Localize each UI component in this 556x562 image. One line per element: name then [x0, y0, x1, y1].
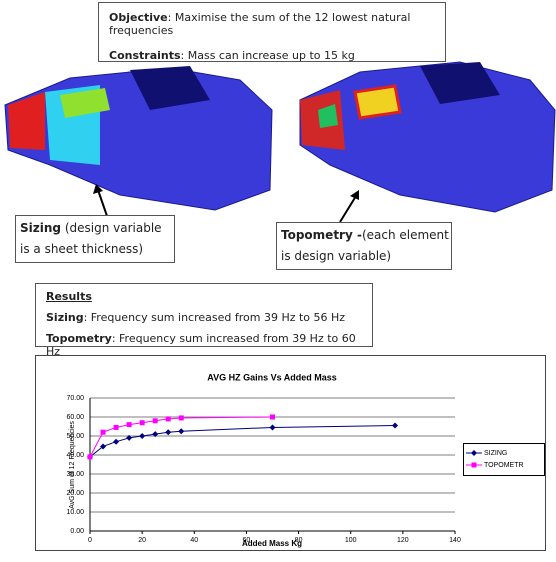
y-tick-label: 60.00 [66, 414, 84, 421]
y-tick-label: 0.00 [70, 528, 84, 535]
y-tick-label: 10.00 [66, 509, 84, 516]
text: : Maximise the sum of the 12 lowest natu… [109, 11, 411, 37]
chart-frame [35, 355, 546, 551]
y-axis-label: AvG Sum of 12 Frequencies [69, 421, 76, 509]
point [165, 429, 172, 436]
x-axis-label: Added Mass Kg [242, 539, 302, 548]
y-tick-label: 50.00 [66, 433, 84, 440]
point [139, 433, 146, 439]
caption-box: Topometry -(each element is design varia… [276, 222, 452, 270]
x-tick-label: 80 [295, 537, 303, 544]
legend-box [463, 443, 545, 476]
point [165, 416, 171, 422]
objective-box: Objective: Maximise the sum of the 12 lo… [98, 2, 446, 62]
point [87, 454, 93, 460]
results-line: Sizing: Frequency sum increased from 39 … [46, 311, 372, 324]
point [270, 414, 275, 420]
x-tick-label: 0 [88, 537, 92, 544]
sizing-car-model [4, 66, 273, 211]
x-tick-label: 40 [190, 537, 198, 544]
constraints-line: Constraints: Mass can increase up to 15 … [109, 49, 445, 62]
point [100, 429, 106, 435]
point [178, 415, 184, 421]
label: Topometry [46, 332, 112, 345]
point [178, 428, 185, 435]
results-heading: Results [46, 290, 92, 303]
point [100, 443, 107, 450]
point [152, 431, 159, 438]
caption-box: Sizing (design variable is a sheet thick… [15, 215, 175, 263]
legend-label: TOPOMETR [484, 462, 524, 469]
text: : Mass can increase up to 15 kg [180, 49, 355, 62]
series-line [89, 425, 396, 458]
y-tick-label: 30.00 [66, 471, 84, 478]
label: Sizing [46, 311, 84, 324]
x-tick-label: 140 [449, 537, 461, 544]
objective-line: Objective: Maximise the sum of the 12 lo… [109, 11, 445, 37]
point [152, 418, 158, 424]
label: Sizing [20, 221, 61, 235]
x-tick-label: 100 [345, 537, 357, 544]
label: Constraints [109, 49, 181, 62]
results-box: Results Sizing: Frequency sum increased … [35, 283, 373, 358]
y-tick-label: 40.00 [66, 452, 84, 459]
legend-marker [471, 462, 477, 468]
x-tick-label: 20 [138, 537, 146, 544]
arrow [339, 195, 357, 223]
point [113, 438, 120, 445]
point [126, 434, 133, 441]
y-tick-label: 20.00 [66, 490, 84, 497]
topometry-car-model [299, 61, 556, 213]
text: : Frequency sum increased from 39 Hz to … [83, 311, 346, 324]
text: (design variable is a sheet thickness) [20, 221, 162, 256]
plot: 0.00 10.00 20.00 30.00 40.00 50.00 60.00 70.00 0… [66, 395, 545, 544]
results-line: Topometry: Frequency sum increased from … [46, 332, 372, 358]
x-tick-label: 60 [243, 537, 251, 544]
arrow [97, 189, 108, 217]
chart-title: AVG HZ Gains Vs Added Mass [207, 372, 337, 382]
point [269, 424, 276, 431]
point [126, 422, 132, 428]
point [139, 420, 145, 426]
text: (each element is design variable) [281, 228, 449, 263]
label: Topometry - [281, 228, 362, 242]
y-tick-label: 70.00 [66, 395, 84, 402]
legend-label: SIZING [484, 450, 507, 457]
point [113, 424, 119, 430]
legend-marker [471, 450, 477, 456]
x-tick-label: 120 [397, 537, 409, 544]
text: : Frequency sum increased from 39 Hz to … [46, 332, 356, 358]
arrowhead [350, 190, 359, 200]
arrowhead [93, 184, 103, 194]
point [392, 422, 399, 429]
label: Objective [109, 11, 168, 24]
